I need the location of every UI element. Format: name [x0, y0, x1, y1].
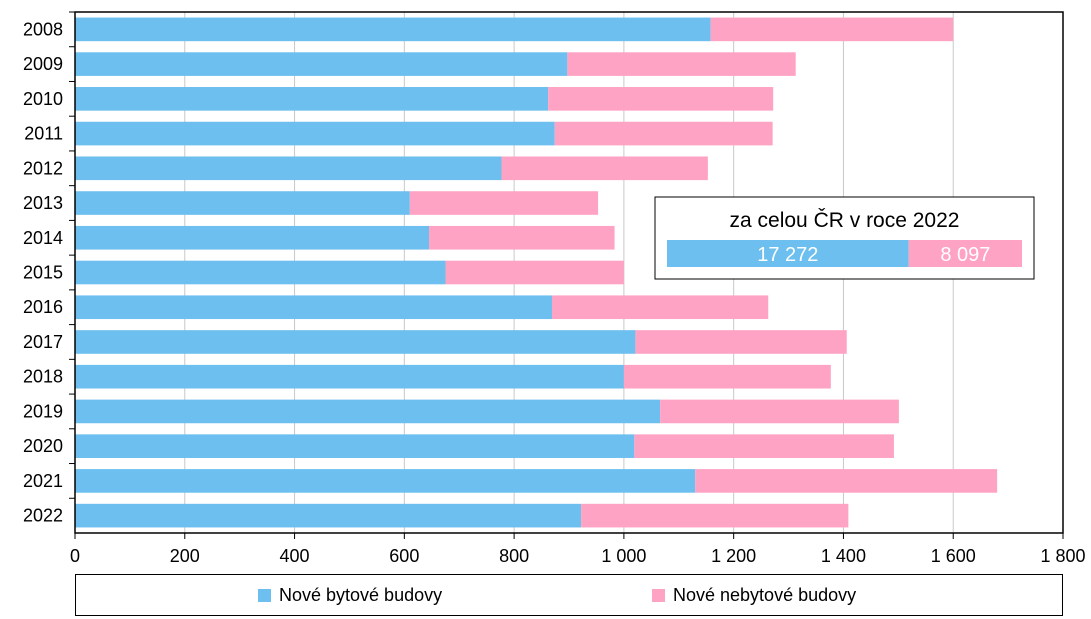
bar-bytove-2014 — [75, 225, 430, 250]
x-tick-label: 0 — [70, 546, 80, 566]
legend-swatch-nebytove — [652, 588, 665, 602]
x-tick-label: 800 — [499, 546, 529, 566]
bar-bytove-2016 — [75, 295, 552, 320]
y-tick-label: 2016 — [23, 297, 63, 317]
y-tick-label: 2019 — [23, 401, 63, 421]
y-tick-label: 2012 — [23, 158, 63, 178]
bar-nebytove-2018 — [623, 364, 831, 389]
bar-bytove-2020 — [75, 434, 635, 458]
bar-nebytove-2019 — [660, 399, 899, 424]
x-tick-label: 1 800 — [1040, 546, 1085, 566]
y-tick-label: 2020 — [23, 436, 63, 456]
bar-nebytove-2011 — [554, 121, 773, 146]
bar-nebytove-2014 — [429, 225, 615, 250]
inset-value-nebytove: 8 097 — [940, 244, 990, 266]
bar-bytove-2019 — [75, 399, 661, 424]
legend-label-bytove: Nové bytové budovy — [279, 584, 443, 605]
inset-title: za celou ČR v roce 2022 — [730, 209, 960, 232]
bar-nebytove-2017 — [635, 330, 847, 354]
bar-bytove-2017 — [75, 330, 636, 354]
x-tick-label: 1 400 — [821, 546, 866, 566]
legend-label-nebytove: Nové nebytové budovy — [673, 584, 857, 605]
bar-bytove-2022 — [75, 503, 582, 528]
bar-bytove-2009 — [75, 52, 568, 76]
bar-bytove-2013 — [75, 191, 410, 215]
y-tick-label: 2011 — [24, 124, 63, 144]
x-tick-label: 1 600 — [931, 546, 976, 566]
y-tick-label: 2010 — [23, 89, 63, 109]
bar-nebytove-2020 — [634, 434, 894, 458]
bar-bytove-2018 — [75, 364, 624, 389]
y-tick-label: 2009 — [23, 54, 63, 74]
plot-frame — [74, 11, 1064, 534]
inset-bar-bytove — [667, 240, 909, 267]
y-tick-label: 2018 — [23, 367, 63, 387]
y-tick-label: 2015 — [23, 263, 63, 283]
bars — [75, 17, 998, 528]
legend: Nové bytové budovy Nové nebytové budovy — [75, 574, 1063, 616]
x-tick-label: 1 000 — [601, 546, 646, 566]
bar-nebytove-2010 — [548, 87, 774, 111]
bar-nebytove-2009 — [567, 52, 796, 76]
bar-bytove-2008 — [75, 17, 711, 42]
chart: 2008 2009 2010 2011 2012 2013 2014 2015 2016 2017… — [23, 11, 1086, 566]
axes: 2008 2009 2010 2011 2012 2013 2014 2015 2016 2017… — [23, 11, 1086, 566]
bar-nebytove-2016 — [551, 295, 769, 320]
bar-bytove-2011 — [75, 121, 555, 146]
inset-box: za celou ČR v roce 2022 17 272 8 097 — [654, 196, 1035, 280]
x-tick-label: 600 — [389, 546, 419, 566]
y-tick-label: 2021 — [23, 471, 63, 491]
legend-item-bytove: Nové bytové budovy — [258, 575, 442, 615]
bar-bytove-2010 — [75, 87, 549, 111]
inset-bar-nebytove — [908, 240, 1022, 267]
x-tick-label: 200 — [170, 546, 200, 566]
y-tick-label: 2013 — [23, 193, 63, 213]
y-tick-label: 2008 — [23, 19, 63, 39]
y-tick-label: 2017 — [23, 332, 63, 352]
legend-swatch-bytove — [258, 588, 271, 602]
bar-bytove-2015 — [75, 260, 446, 285]
x-tick-label: 1 200 — [711, 546, 756, 566]
bar-nebytove-2008 — [710, 17, 954, 42]
y-tick-label: 2014 — [23, 228, 63, 248]
inset-value-bytove: 17 272 — [757, 244, 818, 266]
bar-nebytove-2022 — [581, 503, 849, 528]
x-tick-label: 400 — [280, 546, 310, 566]
bar-nebytove-2015 — [445, 260, 624, 285]
bar-bytove-2012 — [75, 156, 502, 181]
legend-item-nebytove: Nové nebytové budovy — [652, 575, 856, 615]
bar-bytove-2021 — [75, 469, 696, 493]
bar-nebytove-2012 — [501, 156, 708, 181]
y-tick-label: 2022 — [23, 506, 63, 526]
bar-nebytove-2013 — [409, 191, 599, 215]
bar-nebytove-2021 — [695, 469, 998, 493]
